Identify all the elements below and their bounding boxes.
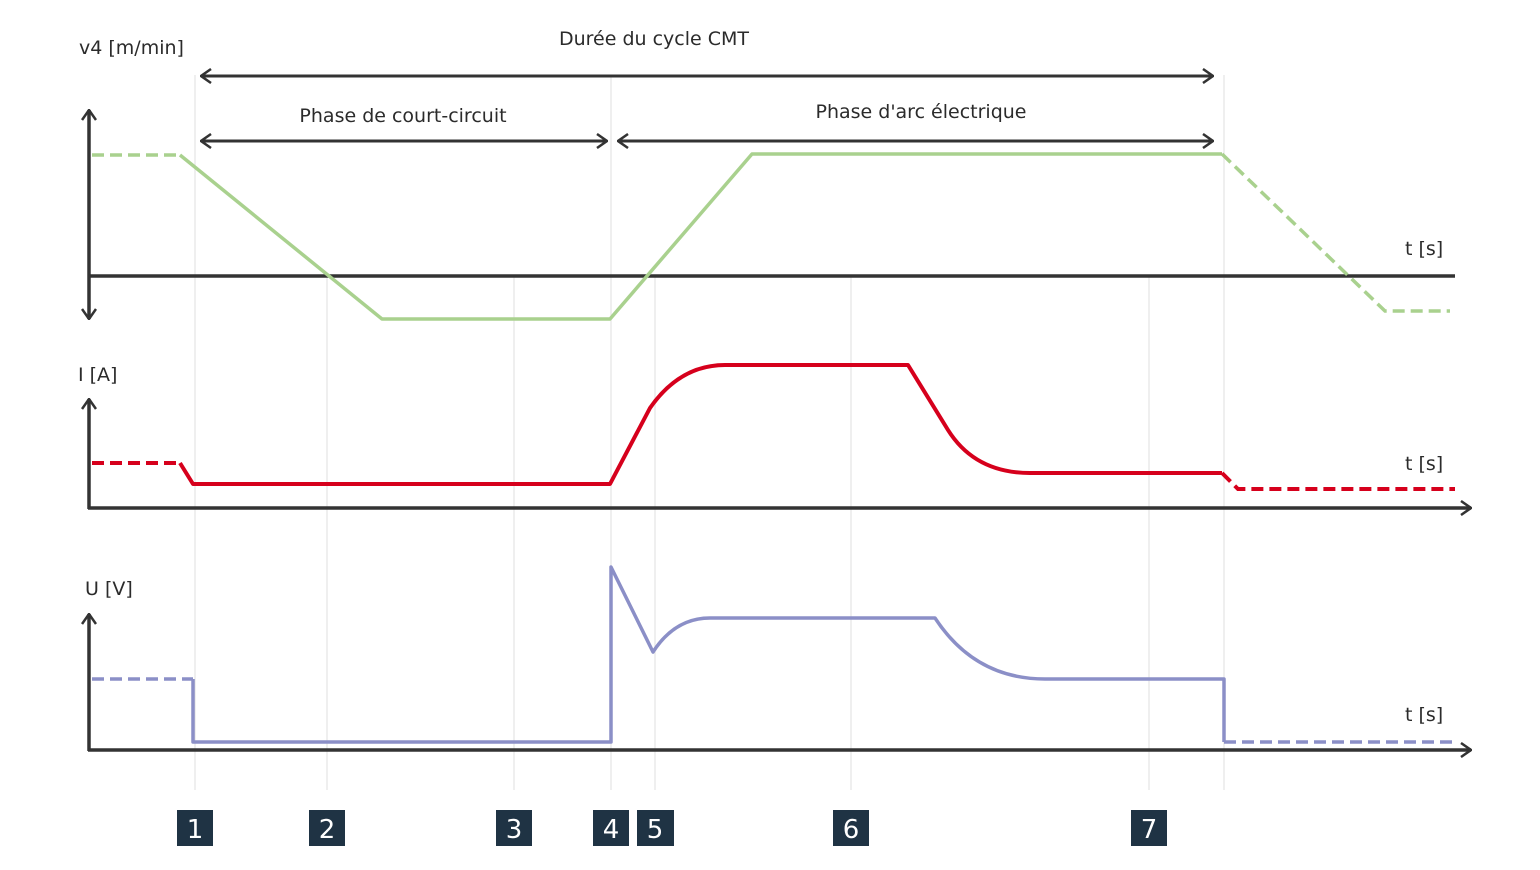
marker-7: 7 [1131,810,1167,846]
current-time-label: t [s] [1405,453,1443,475]
marker-6: 6 [833,810,869,846]
svg-text:1: 1 [187,815,204,845]
svg-text:7: 7 [1141,815,1158,845]
marker-1: 1 [177,810,213,846]
voltage-curve [191,565,1226,744]
current-curve [178,363,1222,486]
svg-text:5: 5 [647,815,664,845]
current-axis-label: I [A] [78,364,117,386]
wire-speed-time-label: t [s] [1405,238,1443,260]
marker-5: 5 [637,810,674,846]
guide-lines [194,75,1225,790]
short-circuit-phase-label: Phase de court-circuit [299,105,506,127]
wire-speed-dashed-end [1220,152,1450,313]
voltage-axis-label: U [V] [85,578,133,600]
marker-3: 3 [496,810,532,846]
wire-speed-curve [178,152,1222,321]
current-dashed-end [1220,471,1455,491]
svg-text:3: 3 [506,815,523,845]
arc-phase-label: Phase d'arc électrique [815,101,1026,123]
wire-speed-axis-label: v4 [m/min] [79,37,184,59]
cycle-duration-label: Durée du cycle CMT [559,28,749,50]
svg-text:2: 2 [319,815,336,845]
voltage-time-label: t [s] [1405,704,1443,726]
marker-4: 4 [593,810,629,846]
svg-text:6: 6 [843,815,860,845]
svg-text:4: 4 [603,815,620,845]
marker-2: 2 [309,810,345,846]
